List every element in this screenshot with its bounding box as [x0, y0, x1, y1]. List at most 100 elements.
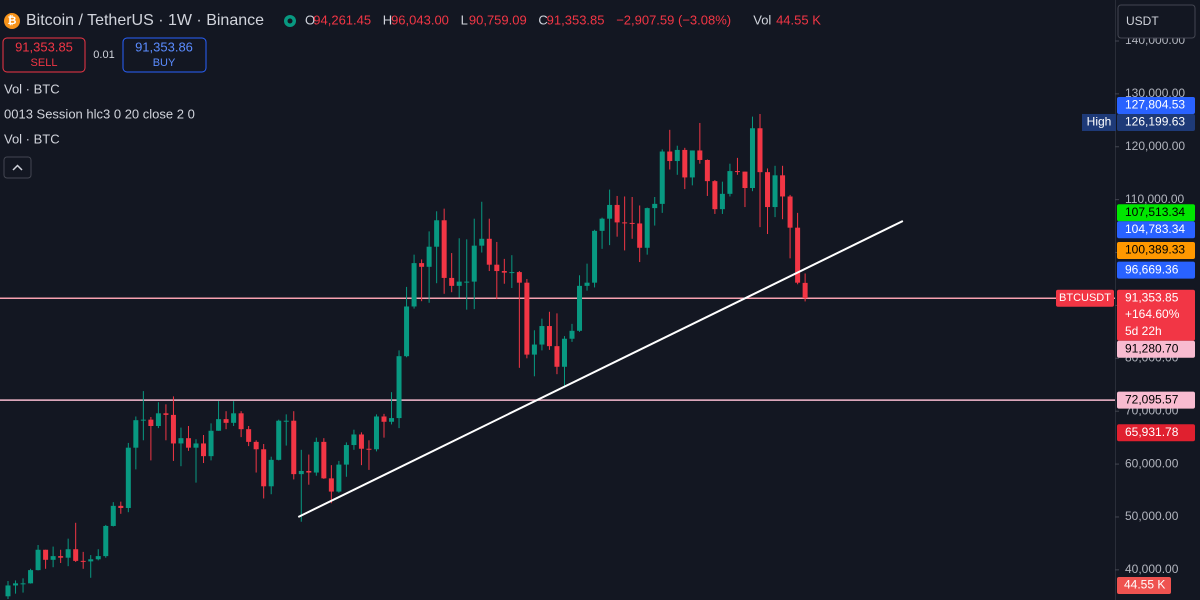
candle-body: [599, 218, 605, 231]
y-tick-label: 60,000.00: [1125, 456, 1179, 470]
candle-body: [404, 306, 410, 357]
candle-body: [43, 549, 49, 560]
candle-body: [110, 505, 116, 526]
trendline: [297, 220, 904, 518]
candle-body: [231, 413, 237, 423]
candle-body: [464, 281, 470, 283]
candle-body: [373, 416, 379, 450]
candle-body: [80, 560, 86, 562]
candle-body: [637, 223, 643, 248]
candle-body: [13, 583, 19, 586]
currency-dropdown[interactable]: [1117, 4, 1196, 39]
candle-body: [561, 338, 567, 367]
spread: 0.01: [93, 49, 114, 61]
candle-body: [140, 419, 146, 421]
candle-body: [441, 220, 447, 278]
sell-button[interactable]: [2, 37, 86, 73]
market-status-dot: [287, 18, 293, 24]
candle-body: [719, 193, 725, 210]
price-label-bg: [1117, 113, 1195, 131]
buy-button[interactable]: [122, 37, 207, 73]
candle-body: [772, 175, 778, 208]
candle-body: [704, 159, 710, 182]
candle-body: [531, 344, 537, 355]
candle-body: [592, 230, 598, 283]
candle-body: [697, 150, 703, 160]
collapse-button[interactable]: [3, 156, 32, 179]
symbol-tag-bg: [1056, 289, 1114, 307]
y-tick-label: 120,000.00: [1125, 139, 1185, 153]
candle-body: [419, 263, 425, 267]
symbol-tag: BTCUSDT: [1059, 292, 1111, 304]
coin-icon: [4, 13, 20, 29]
candle-body: [125, 447, 131, 508]
price-change: −2,907.59 (−3.08%): [616, 12, 731, 27]
candle-body: [313, 441, 319, 473]
ohlc-key: O: [305, 12, 315, 27]
candle-body: [802, 282, 808, 299]
candle-body: [201, 443, 207, 457]
y-tick-label: 50,000.00: [1125, 509, 1179, 523]
candle-body: [28, 570, 34, 584]
vol-key: Vol: [753, 12, 771, 27]
candle-body: [456, 281, 462, 286]
indicator-name[interactable]: Vol · BTC: [4, 81, 60, 96]
price-label: 72,095.57: [1125, 392, 1179, 406]
candle-body: [223, 419, 229, 423]
candle-body: [494, 264, 500, 272]
symbol-title[interactable]: Bitcoin / TetherUS · 1W · Binance: [26, 12, 264, 29]
buy-label: BUY: [153, 57, 176, 69]
candle-body: [757, 128, 763, 173]
candle-body: [795, 227, 801, 283]
candle-body: [216, 419, 222, 431]
candle-body: [667, 151, 673, 162]
candle-body: [185, 438, 191, 448]
candle-body: [193, 443, 199, 448]
candle-body: [366, 448, 372, 450]
candle-body: [321, 441, 327, 479]
candle-body: [659, 151, 665, 204]
candle-body: [389, 418, 395, 422]
candle-body: [501, 271, 507, 273]
candle-body: [358, 434, 364, 449]
indicator-name[interactable]: Vol · BTC: [4, 131, 60, 146]
candle-body: [148, 419, 154, 427]
candle-body: [343, 445, 349, 465]
price-label: 104,783.34: [1125, 222, 1185, 236]
candle-body: [644, 208, 650, 248]
buy-price: 91,353.86: [135, 39, 193, 54]
candle-body: [584, 282, 590, 286]
y-tick-label: 110,000.00: [1125, 192, 1184, 206]
ohlc-key: L: [461, 12, 468, 27]
price-label-bg: [1117, 261, 1195, 279]
ohlc-value: 91,353.85: [547, 12, 605, 27]
price-label-bg: [1117, 424, 1195, 442]
ohlc-value: 90,759.09: [469, 12, 527, 27]
price-label: 65,931.78: [1125, 425, 1179, 439]
candle-body: [170, 414, 176, 444]
tag-bg: [1082, 113, 1116, 131]
candle-body: [749, 128, 755, 189]
candle-body: [539, 326, 545, 345]
candle-body: [742, 171, 748, 189]
candle-body: [73, 549, 79, 561]
sell-price: 91,353.85: [15, 39, 73, 54]
price-axis: 40,000.0050,000.0060,000.0070,000.0080,0…: [1056, 33, 1195, 594]
candle-body: [328, 478, 334, 492]
candle-body: [426, 246, 432, 267]
candle-body: [449, 277, 455, 286]
price-change-label: +164.60%: [1125, 307, 1180, 321]
candle-body: [607, 204, 613, 219]
candle-body: [163, 413, 169, 415]
ui-overlay: ₿ Bitcoin / TetherUS · 1W · Binance 91,3…: [2, 4, 1196, 179]
candle-body: [336, 464, 342, 492]
candle-body: [569, 330, 575, 339]
price-label: 107,513.34: [1125, 205, 1185, 219]
coin-glyph: ₿: [8, 15, 17, 27]
indicator-name[interactable]: 0013 Session hlc3 0 20 close 2 0: [4, 106, 195, 121]
y-tick-label: 40,000.00: [1125, 562, 1179, 576]
price-label-bg: [1117, 204, 1195, 222]
candle-body: [546, 326, 552, 347]
